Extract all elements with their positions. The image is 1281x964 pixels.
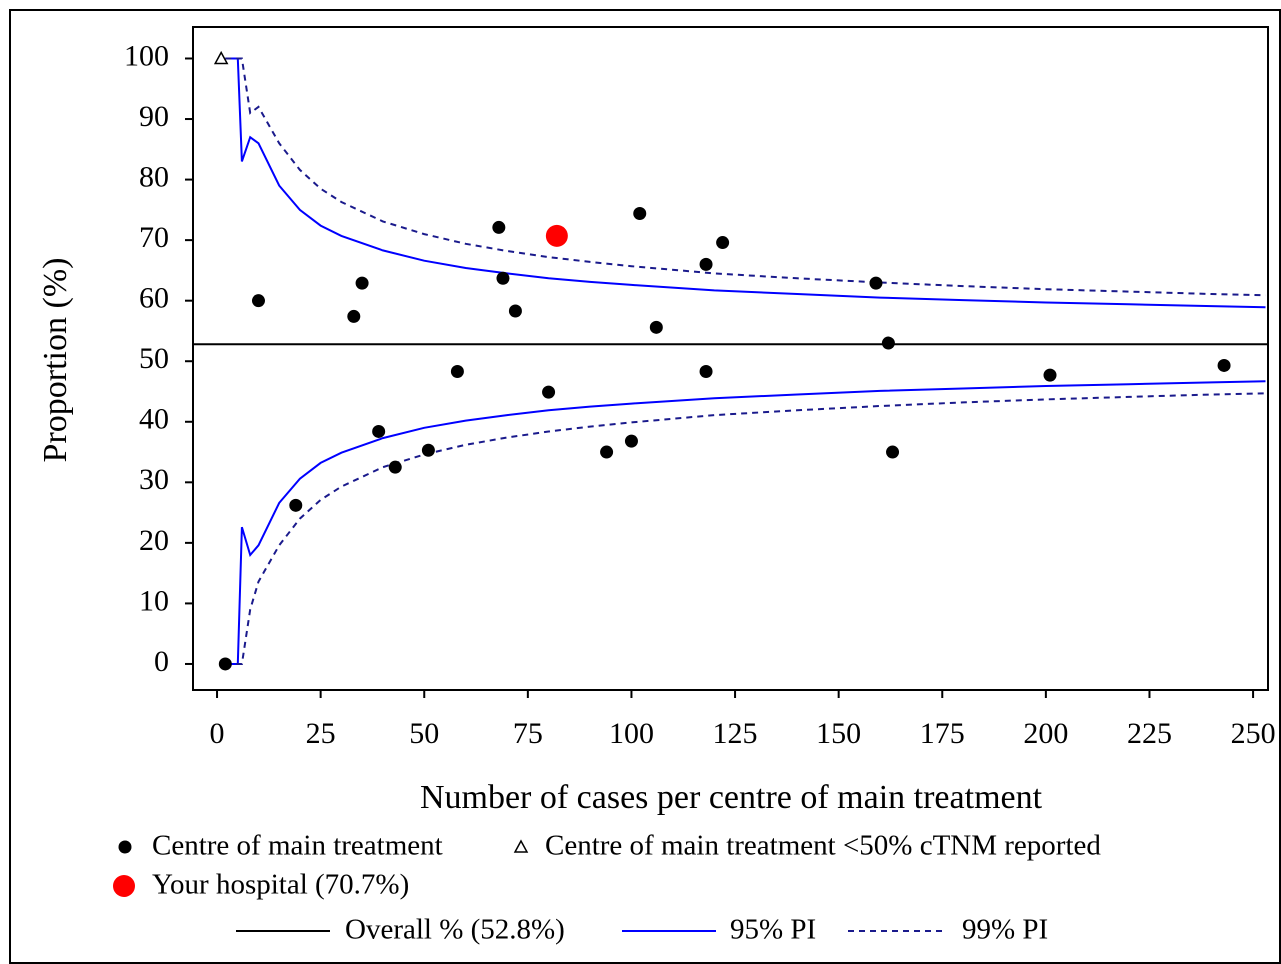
point [372, 424, 386, 438]
point [881, 336, 895, 350]
x-tick-label: 75 [513, 717, 543, 750]
point [218, 657, 232, 671]
point [600, 445, 614, 459]
point [869, 276, 883, 290]
point [421, 443, 435, 457]
point [388, 460, 402, 474]
point [699, 365, 713, 379]
legend-symbol [118, 840, 132, 854]
x-tick-label: 200 [1023, 717, 1068, 750]
pi-line [225, 392, 1266, 665]
point [347, 309, 361, 323]
point [1217, 358, 1231, 372]
point [633, 206, 647, 220]
legend-symbol [513, 839, 529, 853]
point [251, 294, 265, 308]
point [624, 434, 638, 448]
x-tick-label: 100 [609, 717, 654, 750]
point [508, 304, 522, 318]
y-tick-label: 30 [139, 463, 169, 496]
x-tick-label: 150 [816, 717, 861, 750]
y-tick-label: 40 [139, 403, 169, 436]
triangle-marker [213, 50, 229, 65]
y-tick-label: 10 [139, 584, 169, 617]
x-tick-label: 225 [1127, 717, 1172, 750]
point [886, 445, 900, 459]
y-tick-label: 0 [154, 645, 169, 678]
y-tick-label: 100 [124, 39, 169, 72]
x-tick-label: 0 [210, 717, 225, 750]
x-tick-label: 250 [1231, 717, 1276, 750]
y-tick-label: 70 [139, 221, 169, 254]
y-tick-label: 20 [139, 524, 169, 557]
legend-symbol [113, 875, 135, 897]
legend-label: Your hospital (70.7%) [152, 869, 409, 901]
point [355, 276, 369, 290]
point [649, 320, 663, 334]
point [450, 365, 464, 379]
y-tick-label: 50 [139, 342, 169, 375]
y-tick-label: 90 [139, 100, 169, 133]
point [289, 498, 303, 512]
x-tick-label: 175 [920, 717, 965, 750]
y-tick-label: 60 [139, 282, 169, 315]
frame [9, 9, 1281, 964]
pi-line [225, 57, 1266, 297]
point [496, 271, 510, 285]
legend-label: 99% PI [962, 914, 1048, 946]
y-axis-label: Proportion (%) [37, 258, 74, 463]
point [542, 385, 556, 399]
point [699, 257, 713, 271]
point [716, 236, 730, 250]
plot-border [192, 26, 1269, 691]
pi-line [225, 57, 1266, 309]
legend-label: Centre of main treatment <50% cTNM repor… [545, 830, 1101, 862]
x-tick-label: 125 [713, 717, 758, 750]
legend-label: Centre of main treatment [152, 830, 443, 862]
x-axis-label: Number of cases per centre of main treat… [420, 779, 1043, 816]
pi-line [225, 380, 1266, 665]
legend-label: Overall % (52.8%) [345, 914, 565, 946]
highlight-point [545, 224, 568, 247]
x-tick-label: 50 [409, 717, 439, 750]
x-tick-label: 25 [306, 717, 336, 750]
point [1043, 368, 1057, 382]
y-tick-label: 80 [139, 160, 169, 193]
legend-label: 95% PI [730, 914, 816, 946]
point [492, 220, 506, 234]
